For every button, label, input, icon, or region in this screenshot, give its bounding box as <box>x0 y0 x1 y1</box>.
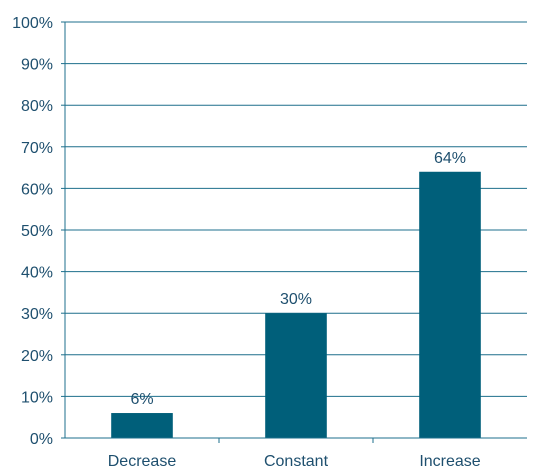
x-category-label-decrease: Decrease <box>108 453 177 470</box>
bar-increase <box>419 171 481 438</box>
data-label-decrease: 6% <box>130 391 153 408</box>
bar-decrease <box>111 413 173 438</box>
y-tick-label: 10% <box>21 389 53 406</box>
x-category-label-increase: Increase <box>419 453 480 470</box>
bar-constant <box>265 313 327 438</box>
y-tick-label: 30% <box>21 306 53 323</box>
bars <box>111 171 481 438</box>
y-tick-label: 90% <box>21 57 53 74</box>
data-labels: 6% 30% 64% <box>130 150 466 408</box>
y-tick-label: 70% <box>21 140 53 157</box>
y-tick-label: 60% <box>21 181 53 198</box>
y-tick-label: 40% <box>21 265 53 282</box>
y-tick-label: 80% <box>21 98 53 115</box>
grid-lines <box>65 21 527 397</box>
y-tick-label: 100% <box>12 15 53 32</box>
y-tick-label: 0% <box>30 431 53 448</box>
x-category-label-constant: Constant <box>264 453 329 470</box>
y-tick-label: 50% <box>21 223 53 240</box>
data-label-constant: 30% <box>280 291 312 308</box>
x-axis-category-labels: Decrease Constant Increase <box>108 453 481 470</box>
axes <box>61 21 527 443</box>
y-tick-label: 20% <box>21 348 53 365</box>
data-label-increase: 64% <box>434 150 466 167</box>
y-axis-tick-labels: 0% 10% 20% 30% 40% 50% 60% 70% 80% 90% 100% <box>12 15 53 448</box>
